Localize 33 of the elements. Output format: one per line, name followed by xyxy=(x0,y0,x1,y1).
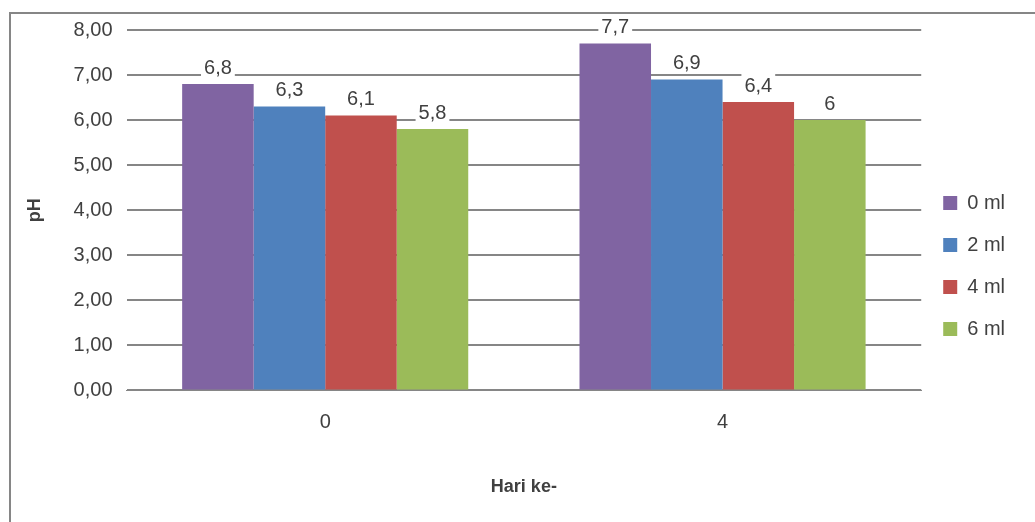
y-tick-label: 7,00 xyxy=(73,62,113,85)
bar xyxy=(396,129,469,390)
y-tick-label: 3,00 xyxy=(73,242,113,265)
x-axis-title: Hari ke- xyxy=(490,476,557,497)
data-label: 6,8 xyxy=(204,55,232,78)
y-tick-label: 6,00 xyxy=(73,107,113,130)
data-label: 6,4 xyxy=(744,73,773,96)
legend-label: 6 ml xyxy=(967,316,1006,339)
bar xyxy=(325,115,397,390)
bar xyxy=(253,106,326,390)
y-tick-label: 2,00 xyxy=(73,287,113,310)
y-tick-label: 5,00 xyxy=(73,152,113,175)
data-label: 6,9 xyxy=(672,51,701,74)
bar xyxy=(722,102,795,390)
y-axis-title: pH xyxy=(23,198,44,223)
x-tick-label: 4 xyxy=(716,409,729,432)
data-label: 5,8 xyxy=(418,100,447,123)
bar xyxy=(579,43,652,390)
bar xyxy=(794,120,866,390)
data-label: 6,1 xyxy=(347,87,375,110)
y-tick-label: 1,00 xyxy=(73,332,113,355)
y-tick-label: 4,00 xyxy=(73,197,113,220)
bar xyxy=(182,84,254,390)
bar xyxy=(651,79,723,390)
data-label: 6,3 xyxy=(275,78,304,101)
data-label: 7,7 xyxy=(601,15,630,38)
legend-label: 2 ml xyxy=(967,232,1006,255)
y-tick-label: 8,00 xyxy=(73,17,113,40)
legend-label: 0 ml xyxy=(967,190,1006,213)
legend-label: 4 ml xyxy=(967,274,1006,297)
x-tick-label: 0 xyxy=(319,409,331,432)
y-tick-label: 0,00 xyxy=(73,377,113,400)
data-label: 6 xyxy=(824,91,836,114)
